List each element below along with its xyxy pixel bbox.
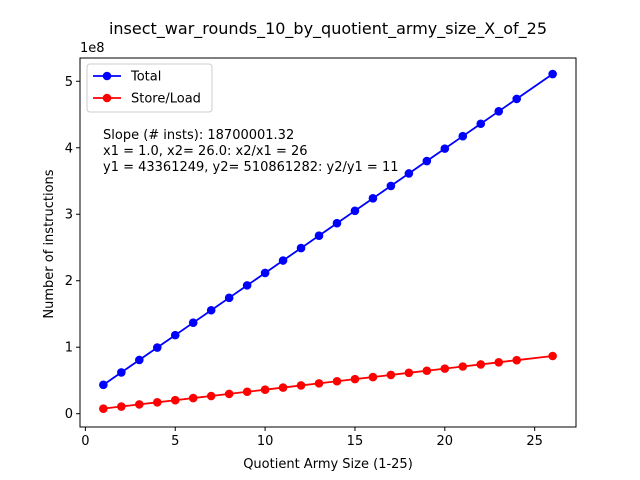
- series-0-point: [225, 294, 234, 303]
- series-0-point: [99, 381, 108, 390]
- series-0-point: [117, 368, 126, 377]
- series-0-point: [171, 331, 180, 340]
- series-0-point: [548, 70, 557, 79]
- series-0-point: [369, 194, 378, 203]
- series-0-point: [512, 95, 521, 104]
- y-tick-label: 1: [65, 341, 73, 356]
- series-0-point: [387, 182, 396, 191]
- series-1-point: [458, 362, 467, 371]
- legend-marker: [103, 72, 112, 81]
- series-1-point: [476, 360, 485, 369]
- series-0-point: [476, 119, 485, 128]
- series-1-point: [135, 400, 144, 409]
- series-0-point: [189, 318, 198, 327]
- series-0-point: [423, 157, 432, 166]
- legend-label: Total: [130, 70, 161, 85]
- series-0-point: [243, 281, 252, 290]
- y-tick-label: 0: [65, 407, 73, 422]
- series-0-point: [261, 269, 270, 278]
- series-1-point: [423, 366, 432, 375]
- series-0-point: [458, 132, 467, 141]
- series-1-point: [405, 369, 414, 378]
- x-tick-label: 10: [257, 434, 274, 449]
- series-0-point: [153, 343, 162, 352]
- series-1-point: [153, 398, 162, 407]
- series-1-point: [171, 396, 180, 405]
- series-0-point: [207, 306, 216, 315]
- series-0-point: [297, 244, 306, 253]
- series-0-point: [405, 169, 414, 178]
- series-1-point: [243, 387, 252, 396]
- y-tick-label: 5: [65, 75, 73, 90]
- series-0-point: [315, 231, 324, 240]
- series-1-point: [261, 385, 270, 394]
- annotation-line: x1 = 1.0, x2= 26.0: x2/x1 = 26: [103, 144, 308, 159]
- series-1-point: [117, 402, 126, 411]
- y-tick-label: 4: [65, 141, 73, 156]
- series-1-point: [225, 390, 234, 399]
- x-tick-label: 25: [526, 434, 543, 449]
- y-axis-label: Number of instructions: [42, 169, 57, 318]
- legend-label: Store/Load: [131, 92, 201, 107]
- series-1-point: [387, 371, 396, 380]
- legend-marker: [103, 94, 112, 103]
- series-0-point: [351, 206, 360, 215]
- series-0-point: [441, 144, 450, 153]
- series-0-point: [333, 219, 342, 228]
- series-0-point: [135, 356, 144, 365]
- chart-title: insect_war_rounds_10_by_quotient_army_si…: [109, 19, 547, 39]
- series-1-point: [494, 358, 503, 367]
- series-1-point: [189, 394, 198, 403]
- series-1-point: [333, 377, 342, 386]
- series-1-point: [369, 373, 378, 382]
- annotation-line: Slope (# insts): 18700001.32: [103, 128, 294, 143]
- x-tick-label: 0: [81, 434, 89, 449]
- x-tick-label: 20: [437, 434, 454, 449]
- x-tick-label: 5: [171, 434, 179, 449]
- series-1-point: [351, 375, 360, 384]
- series-1-point: [512, 356, 521, 365]
- annotation-line: y1 = 43361249, y2= 510861282: y2/y1 = 11: [103, 160, 399, 175]
- series-1-point: [315, 379, 324, 388]
- series-1-point: [207, 392, 216, 401]
- legend: Total Store/Load: [87, 64, 212, 112]
- x-axis-label: Quotient Army Size (1-25): [243, 457, 413, 472]
- y-scale-label: 1e8: [80, 41, 105, 56]
- x-tick-label: 15: [347, 434, 364, 449]
- series-0-point: [494, 107, 503, 116]
- series-1-point: [279, 383, 288, 392]
- y-tick-label: 2: [65, 274, 73, 289]
- series-0-point: [279, 256, 288, 265]
- y-tick-label: 3: [65, 208, 73, 223]
- series-1-point: [99, 404, 108, 413]
- series-1-point: [441, 364, 450, 373]
- series-1-point: [297, 381, 306, 390]
- series-1-point: [548, 352, 557, 361]
